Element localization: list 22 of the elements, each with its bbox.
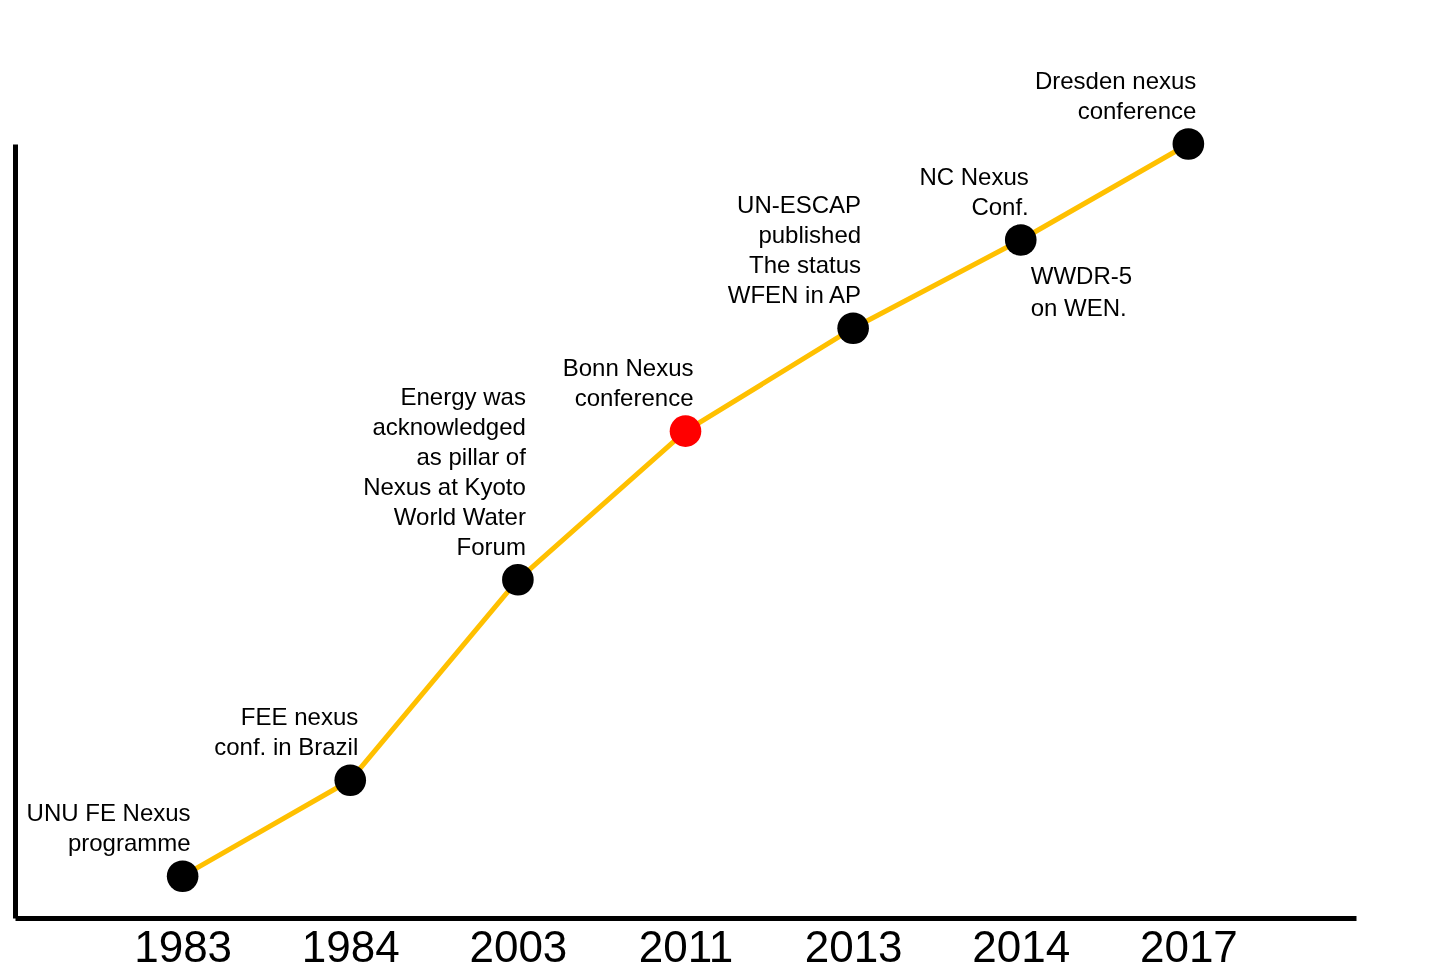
annotation: FEE nexus conf. in Brazil [214, 703, 359, 761]
x-tick-label: 2017 [1139, 921, 1238, 971]
x-tick-label: 1984 [301, 921, 400, 971]
point [166, 860, 199, 892]
point [502, 563, 534, 596]
annotation: NC Nexus Conf. [919, 162, 1029, 220]
point [669, 415, 702, 447]
x-tick-label: 1983 [134, 921, 233, 971]
annotation: WWDR-5 on WEN. [1030, 261, 1133, 321]
annotation: Dresden nexus conference [1034, 67, 1197, 124]
point [837, 312, 869, 344]
point [1172, 128, 1205, 160]
x-tick-label: 2013 [804, 921, 903, 971]
annotation: UN-ESCAP published The status WFEN in AP [727, 191, 862, 309]
annotation: Energy was acknowledged as pillar of Nexus at Kyoto World Water Forum [363, 382, 527, 560]
point [334, 764, 367, 797]
point [1004, 224, 1037, 256]
annotation: UNU FE Nexus programme [26, 799, 191, 857]
x-tick-label: 2003 [469, 921, 568, 971]
x-tick-label: 2014 [972, 921, 1071, 971]
annotation: Bonn Nexus conference [562, 354, 694, 412]
x-tick-label: 2011 [638, 921, 734, 971]
